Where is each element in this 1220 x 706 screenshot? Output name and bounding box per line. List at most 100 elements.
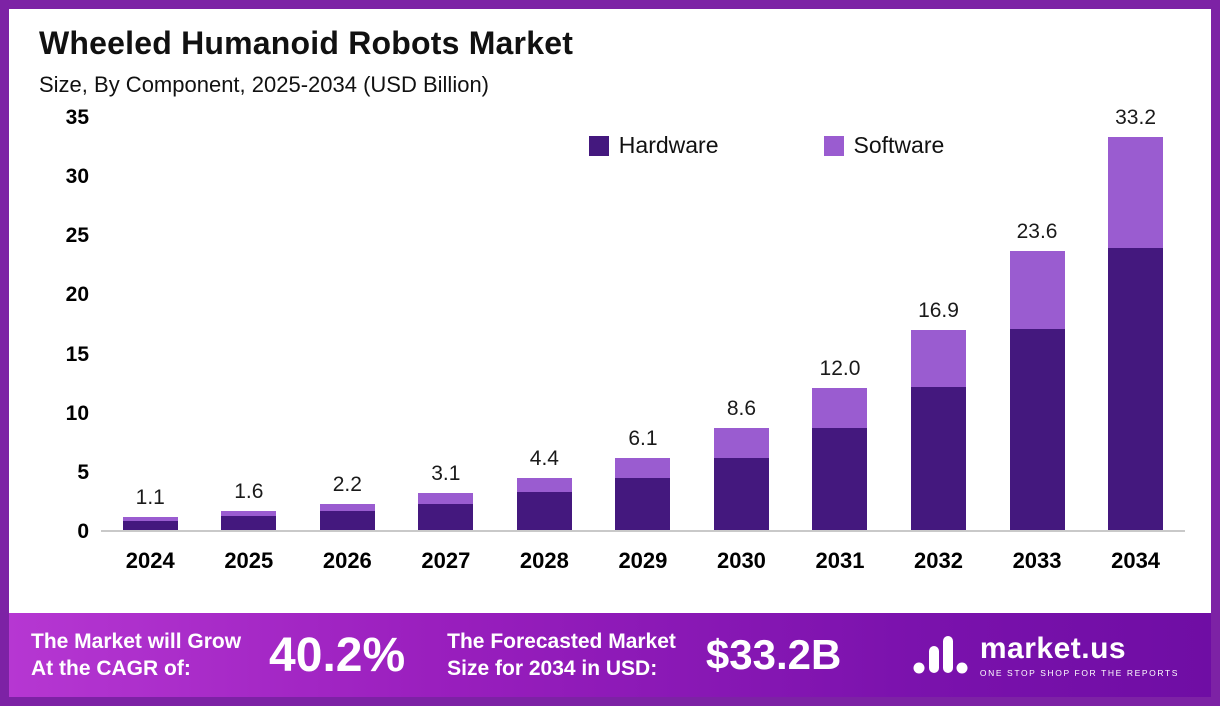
y-tick-label: 25 xyxy=(65,224,89,248)
y-tick-label: 15 xyxy=(65,342,89,366)
y-axis: 0 5 10 15 20 25 30 35 xyxy=(39,106,101,543)
bar-stack xyxy=(221,511,277,530)
bar-value-label: 8.6 xyxy=(726,397,757,421)
bar-stack xyxy=(812,388,868,530)
legend-label-hardware: Hardware xyxy=(618,132,719,158)
bar-segment-software xyxy=(615,457,671,478)
bar-group: 3.1 xyxy=(397,462,495,530)
x-axis-label: 2032 xyxy=(914,548,963,573)
x-axis-label: 2025 xyxy=(224,548,274,573)
marketus-logo-icon xyxy=(913,636,968,674)
bar-segment-hardware xyxy=(516,492,572,530)
chart-legend: Hardware Software xyxy=(588,132,945,159)
bar-value-label: 12.0 xyxy=(819,357,861,381)
bar-value-label: 4.4 xyxy=(529,446,559,470)
bar-segment-software xyxy=(1009,250,1065,329)
bar-group: 1.6 xyxy=(200,480,298,530)
cagr-caption: The Market will Grow At the CAGR of: xyxy=(31,628,241,683)
brand-logo: market.us ONE STOP SHOP FOR THE REPORTS xyxy=(912,632,1189,678)
forecast-caption: The Forecasted Market Size for 2034 in U… xyxy=(447,628,676,683)
x-axis-label: 2030 xyxy=(716,548,766,573)
bar-group: 6.1 xyxy=(594,427,692,530)
x-axis-label: 2027 xyxy=(421,548,471,573)
page-subtitle: Size, By Component, 2025-2034 (USD Billi… xyxy=(39,72,490,97)
bar-group: 4.4 xyxy=(496,447,594,530)
bar-value-label: 33.2 xyxy=(1115,106,1156,130)
legend-item-software: Software xyxy=(823,132,945,159)
x-axis-label: 2029 xyxy=(618,548,668,573)
y-tick-label: 5 xyxy=(77,460,89,484)
bar-segment-software xyxy=(122,517,178,521)
bar-segment-hardware xyxy=(812,428,868,530)
x-axis: 2024 2025 2026 2027 2028 2029 2030 2031 2032 2033… xyxy=(101,548,1185,574)
bar-stack xyxy=(418,493,474,530)
legend-swatch-hardware xyxy=(588,135,609,156)
forecast-caption-line1: The Forecasted Market xyxy=(447,629,676,653)
y-tick-label: 10 xyxy=(65,401,89,425)
bar-segment-hardware xyxy=(615,477,671,530)
bar-value-label: 1.6 xyxy=(234,480,264,504)
bar-segment-software xyxy=(1108,137,1164,249)
bar-value-label: 23.6 xyxy=(1016,219,1058,243)
x-axis-label: 2024 xyxy=(125,548,175,573)
bar-stack xyxy=(122,517,178,530)
bar-segment-software xyxy=(713,428,769,458)
bar-value-label: 3.1 xyxy=(431,462,461,486)
bar-group: 8.6 xyxy=(693,397,791,530)
cagr-value: 40.2% xyxy=(269,628,406,682)
bar-stack xyxy=(911,330,966,530)
bar-segment-hardware xyxy=(122,520,178,530)
bar-segment-hardware xyxy=(1009,328,1065,530)
forecast-value: $33.2B xyxy=(705,631,842,678)
bar-value-label: 1.1 xyxy=(135,486,165,509)
bar-stack xyxy=(516,477,572,530)
bar-value-label: 2.2 xyxy=(332,472,362,496)
legend-label-software: Software xyxy=(853,132,945,158)
legend-swatch-software xyxy=(823,135,844,156)
bar-stack xyxy=(319,503,375,530)
bar-segment-software xyxy=(319,503,375,512)
bar-value-label: 16.9 xyxy=(918,299,959,323)
bar-segment-hardware xyxy=(418,503,474,530)
plot-area: Hardware Software 1.1 1.6 2.2 3.1 4.4 6.1 8.6 1… xyxy=(101,106,1185,532)
bar-group: 12.0 xyxy=(791,357,889,530)
footer-banner: The Market will Grow At the CAGR of: 40.… xyxy=(9,613,1211,697)
stacked-bar-chart: 0 5 10 15 20 25 30 35 Hardware Software 1.1 1.6 2… xyxy=(39,106,1185,574)
legend-item-hardware: Hardware xyxy=(588,132,719,159)
bar-stack xyxy=(615,457,671,530)
bar-group: 2.2 xyxy=(299,473,397,530)
bar-segment-hardware xyxy=(221,515,277,530)
x-axis-label: 2033 xyxy=(1012,548,1062,573)
bar-stack xyxy=(713,428,769,530)
bar-segment-hardware xyxy=(1108,248,1164,530)
bar-group: 33.2 xyxy=(1087,106,1185,530)
x-axis-label: 2034 xyxy=(1111,548,1161,573)
bar-stack xyxy=(1009,250,1065,530)
bar-segment-software xyxy=(418,493,474,504)
chart-section: Wheeled Humanoid Robots Market Size, By … xyxy=(9,9,1211,613)
x-axis-label: 2028 xyxy=(519,548,569,573)
bar-segment-software xyxy=(221,511,277,516)
y-tick-label: 20 xyxy=(65,283,89,307)
bar-segment-hardware xyxy=(319,511,375,530)
brand-tagline: ONE STOP SHOP FOR THE REPORTS xyxy=(979,668,1179,678)
bar-group: 16.9 xyxy=(890,299,988,530)
bar-segment-hardware xyxy=(713,457,769,530)
bar-segment-software xyxy=(812,388,868,429)
y-tick-label: 30 xyxy=(65,165,89,189)
bar-value-label: 6.1 xyxy=(628,426,658,450)
cagr-caption-line1: The Market will Grow xyxy=(31,629,242,653)
brand-name: market.us xyxy=(979,632,1127,665)
bar-segment-software xyxy=(516,477,572,493)
y-tick-label: 0 xyxy=(77,520,89,543)
page-title: Wheeled Humanoid Robots Market xyxy=(39,25,574,61)
bar-group: 1.1 xyxy=(101,486,199,530)
bar-segment-hardware xyxy=(911,386,966,530)
forecast-caption-line2: Size for 2034 in USD: xyxy=(447,657,658,680)
x-axis-label: 2026 xyxy=(322,548,372,573)
y-tick-label: 35 xyxy=(65,106,89,129)
x-axis-label: 2031 xyxy=(815,548,865,573)
bar-segment-software xyxy=(911,330,966,387)
bar-group: 23.6 xyxy=(988,220,1086,530)
